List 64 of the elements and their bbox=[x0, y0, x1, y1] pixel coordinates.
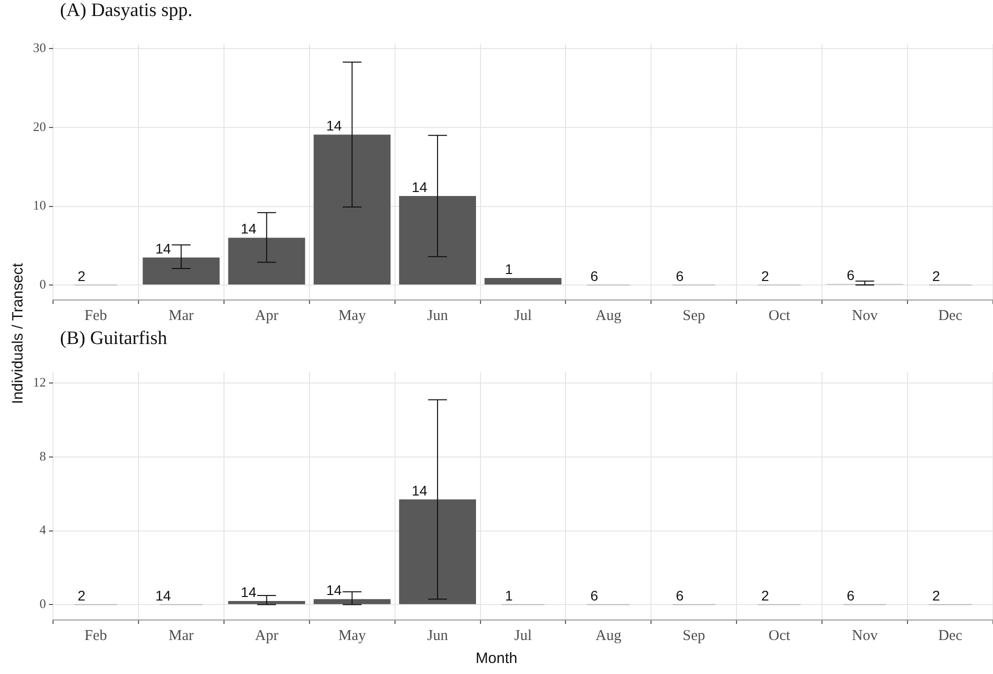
bar bbox=[314, 134, 391, 285]
y-tick-label: 8 bbox=[40, 448, 46, 464]
annotation: 2 bbox=[78, 588, 86, 604]
annotation: 6 bbox=[676, 588, 684, 604]
bar bbox=[228, 238, 306, 285]
x-tick-label: May bbox=[338, 628, 366, 644]
bar bbox=[399, 499, 476, 604]
annotation: 14 bbox=[326, 117, 342, 134]
x-axis-title: Month bbox=[474, 650, 518, 667]
annotation: 1 bbox=[504, 588, 513, 604]
y-tick-label: 4 bbox=[40, 522, 46, 538]
x-tick-label: Jul bbox=[514, 628, 532, 644]
x-tick-label: Feb bbox=[84, 308, 107, 324]
annotation: 14 bbox=[240, 584, 257, 600]
y-tick-label: 0 bbox=[40, 596, 46, 612]
bar bbox=[142, 257, 220, 285]
y-tick-label: 30 bbox=[33, 40, 46, 56]
x-tick-label: Dec bbox=[938, 308, 963, 324]
annotation: 14 bbox=[240, 220, 257, 237]
x-tick-label: Oct bbox=[768, 308, 792, 324]
x-tick-label: Jul bbox=[514, 308, 532, 324]
annotation: 14 bbox=[412, 178, 428, 195]
x-tick-label: Feb bbox=[84, 628, 107, 644]
annotation: 2 bbox=[761, 268, 770, 284]
x-tick-label: Oct bbox=[768, 628, 792, 644]
x-tick-label: Aug bbox=[596, 628, 622, 644]
x-tick-label: Mar bbox=[168, 308, 194, 324]
x-tick-label: Nov bbox=[852, 628, 878, 644]
x-tick-label: Dec bbox=[938, 628, 963, 644]
annotation: 6 bbox=[676, 268, 684, 284]
y-axis-title: Individuals / Transect bbox=[10, 262, 26, 406]
annotation: 6 bbox=[846, 267, 855, 284]
x-tick-label: Sep bbox=[682, 628, 706, 644]
annotation: 2 bbox=[78, 268, 86, 284]
annotation: 1 bbox=[504, 260, 513, 277]
annotation: 2 bbox=[932, 268, 940, 284]
x-tick-label: Apr bbox=[254, 628, 278, 644]
y-tick-label: 0 bbox=[40, 276, 46, 292]
x-tick-label: Mar bbox=[168, 628, 194, 644]
bar bbox=[399, 196, 476, 285]
chart-title: (B) Guitarfish bbox=[60, 328, 168, 350]
bar bbox=[314, 599, 391, 604]
bar bbox=[484, 278, 562, 285]
x-tick-label: Jun bbox=[427, 308, 448, 324]
annotation: 6 bbox=[846, 588, 855, 604]
x-tick-label: Jun bbox=[427, 628, 448, 644]
y-tick-label: 20 bbox=[33, 118, 46, 134]
bar bbox=[228, 600, 306, 604]
x-tick-label: Apr bbox=[254, 308, 278, 324]
annotation: 2 bbox=[932, 588, 940, 604]
annotation: 14 bbox=[155, 240, 172, 256]
annotation: 2 bbox=[761, 588, 770, 604]
x-tick-label: Aug bbox=[596, 308, 622, 324]
annotation: 6 bbox=[590, 588, 598, 604]
x-tick-label: Nov bbox=[852, 308, 878, 324]
x-tick-label: May bbox=[338, 308, 366, 324]
y-tick-label: 10 bbox=[33, 198, 46, 213]
annotation: 14 bbox=[155, 588, 172, 604]
x-tick-label: Sep bbox=[682, 308, 706, 324]
y-tick-label: 12 bbox=[33, 374, 46, 390]
annotation: 6 bbox=[590, 268, 598, 284]
annotation: 14 bbox=[412, 482, 428, 498]
annotation: 14 bbox=[326, 582, 342, 598]
chart-title: (A) Dasyatis spp. bbox=[60, 0, 192, 22]
